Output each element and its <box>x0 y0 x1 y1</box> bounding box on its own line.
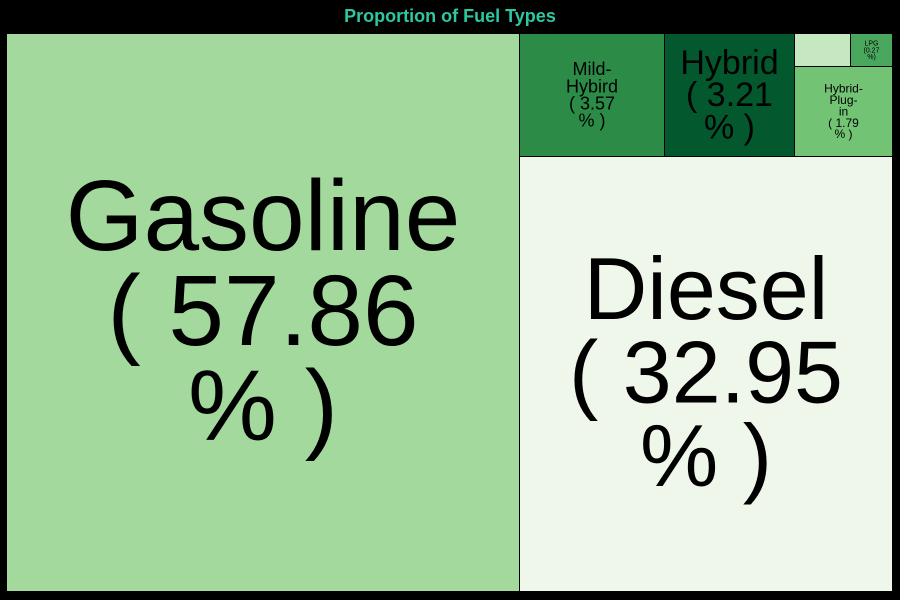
tile-label-line: ( 3.21 <box>686 76 773 114</box>
tile-label-line: % ) <box>704 108 755 146</box>
tile-label-line: Hybrid- <box>824 82 863 96</box>
tile-label-line: Plug- <box>829 93 857 107</box>
tile-label-line: Mild- <box>573 59 612 79</box>
tile-label-gasoline: Gasoline( 57.86% ) <box>66 160 461 462</box>
tile-label-line: ( 3.57 <box>569 93 615 113</box>
tile-label-line: Gasoline <box>66 160 461 272</box>
tile-mild-hybird[interactable]: Mild-Hybird( 3.57% ) <box>520 34 664 156</box>
tile-rect-other <box>795 34 850 66</box>
tile-rect-lpg <box>851 34 892 66</box>
tile-label-line: (0.27 <box>864 47 880 54</box>
tile-lpg[interactable]: LPG (0.27%) <box>851 34 892 66</box>
tile-label-hybrid: Hybrid( 3.21% ) <box>680 44 778 147</box>
tile-rect-diesel <box>520 157 892 591</box>
tile-hybrid[interactable]: Hybrid( 3.21% ) <box>665 34 794 156</box>
tile-other[interactable] <box>795 34 850 66</box>
tile-gasoline[interactable]: Gasoline( 57.86% ) <box>7 34 519 591</box>
tile-rect-hybrid-plug-in <box>795 67 892 156</box>
tile-label-line: ( 32.95 <box>569 323 843 422</box>
tile-rect-gasoline <box>7 34 519 591</box>
tile-label-line: % ) <box>188 350 338 462</box>
tile-label-line: LPG <box>864 41 878 48</box>
tile-label-lpg: LPG (0.27%) <box>864 41 880 61</box>
tile-label-line: ( 57.86 <box>107 255 418 367</box>
tile-hybrid-plug-in[interactable]: Hybrid-Plug-in( 1.79% ) <box>795 67 892 156</box>
chart-title: Proportion of Fuel Types <box>344 6 556 26</box>
tile-label-diesel: Diesel( 32.95% ) <box>569 239 843 505</box>
tile-label-mild-hybird: Mild-Hybird( 3.57% ) <box>566 59 618 130</box>
tile-label-line: % ) <box>835 127 853 141</box>
tile-label-line: Diesel <box>584 239 829 338</box>
tile-label-line: Hybrid <box>680 44 778 82</box>
tile-label-line: Hybird <box>566 76 618 96</box>
tile-rect-mild-hybird <box>520 34 664 156</box>
tile-diesel[interactable]: Diesel( 32.95% ) <box>520 157 892 591</box>
tile-label-line: % ) <box>579 111 606 131</box>
tile-label-line: in <box>839 104 848 118</box>
tile-label-line: % ) <box>640 406 772 505</box>
tile-label-hybrid-plug-in: Hybrid-Plug-in( 1.79% ) <box>824 82 863 142</box>
tile-label-line: %) <box>867 54 876 61</box>
tile-rect-hybrid <box>665 34 794 156</box>
tile-label-line: ( 1.79 <box>828 116 859 130</box>
